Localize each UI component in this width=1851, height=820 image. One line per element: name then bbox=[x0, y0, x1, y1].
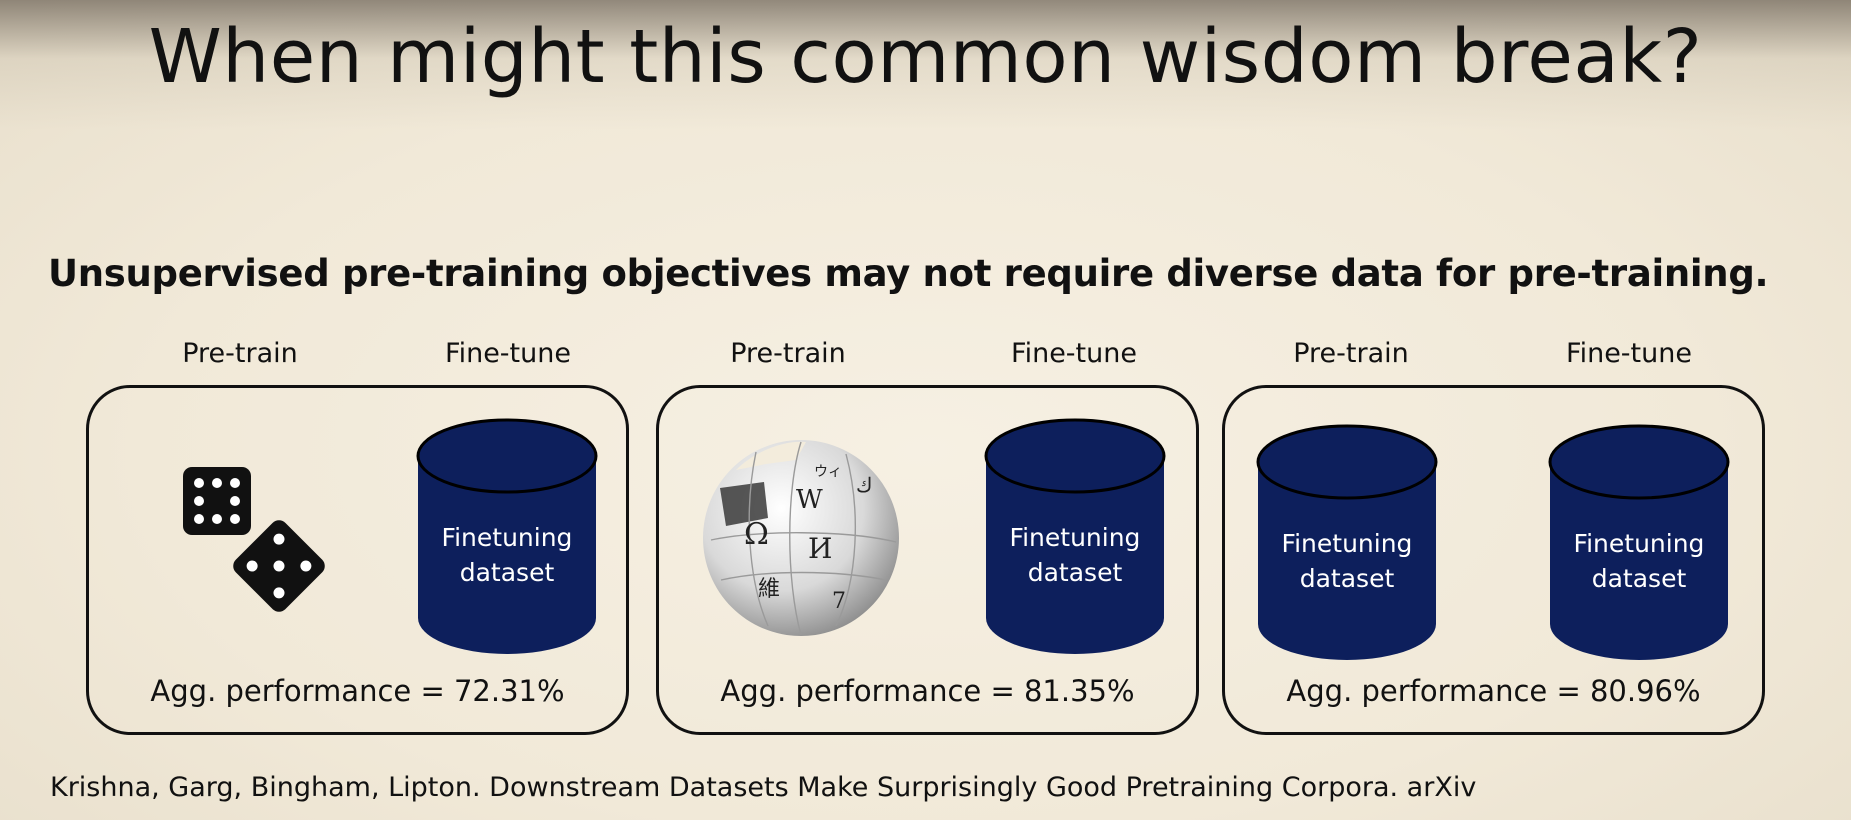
pretrain-dataset-cylinder bbox=[1256, 424, 1438, 660]
panel-2-pretrain-label: Pre-train bbox=[730, 338, 846, 369]
panel-2-performance: Agg. performance = 81.35% bbox=[720, 674, 1135, 708]
panel-1-pretrain-label: Pre-train bbox=[182, 338, 298, 369]
dice-icon bbox=[183, 467, 325, 612]
wiki-glyph-i: И bbox=[808, 532, 832, 565]
panel-3-pretrain-label: Pre-train bbox=[1293, 338, 1409, 369]
wikipedia-globe-icon: Ω W И 維 ウィ ك 7 bbox=[703, 440, 899, 636]
finetuning-dataset-label: Finetuning dataset bbox=[441, 523, 573, 587]
top-shade bbox=[0, 0, 1851, 130]
panel-1-finetune-label: Fine-tune bbox=[445, 338, 571, 369]
wiki-glyph-omega: Ω bbox=[744, 517, 769, 552]
wiki-glyph-seven: 7 bbox=[832, 589, 846, 614]
panel-3-performance: Agg. performance = 80.96% bbox=[1286, 674, 1701, 708]
wiki-glyph-wei: 維 bbox=[758, 577, 780, 602]
finetuning-dataset-label: Finetuning dataset bbox=[1009, 523, 1141, 587]
finetuning-dataset-cylinder bbox=[416, 418, 598, 654]
finetuning-dataset-cylinder bbox=[984, 418, 1166, 654]
finetuning-dataset-cylinder bbox=[1548, 424, 1730, 660]
panel-wikipedia-pretrain bbox=[656, 385, 1199, 735]
wiki-glyph-w: W bbox=[796, 485, 823, 515]
pretrain-dataset-label: Finetuning dataset bbox=[1281, 529, 1413, 593]
wiki-glyph-kaf: ك bbox=[856, 473, 872, 497]
finetuning-dataset-label: Finetuning dataset bbox=[1573, 529, 1705, 593]
panel-1-performance: Agg. performance = 72.31% bbox=[150, 674, 565, 708]
panel-3-finetune-label: Fine-tune bbox=[1566, 338, 1692, 369]
slide-title: When might this common wisdom break? bbox=[148, 14, 1703, 100]
panel-finetune-pretrain bbox=[1222, 385, 1765, 735]
panel-random-pretrain bbox=[86, 385, 629, 735]
panel-2-finetune-label: Fine-tune bbox=[1011, 338, 1137, 369]
wiki-glyph-ui: ウィ bbox=[814, 464, 842, 480]
slide-subtitle: Unsupervised pre-training objectives may… bbox=[48, 252, 1769, 295]
citation: Krishna, Garg, Bingham, Lipton. Downstre… bbox=[50, 772, 1477, 803]
